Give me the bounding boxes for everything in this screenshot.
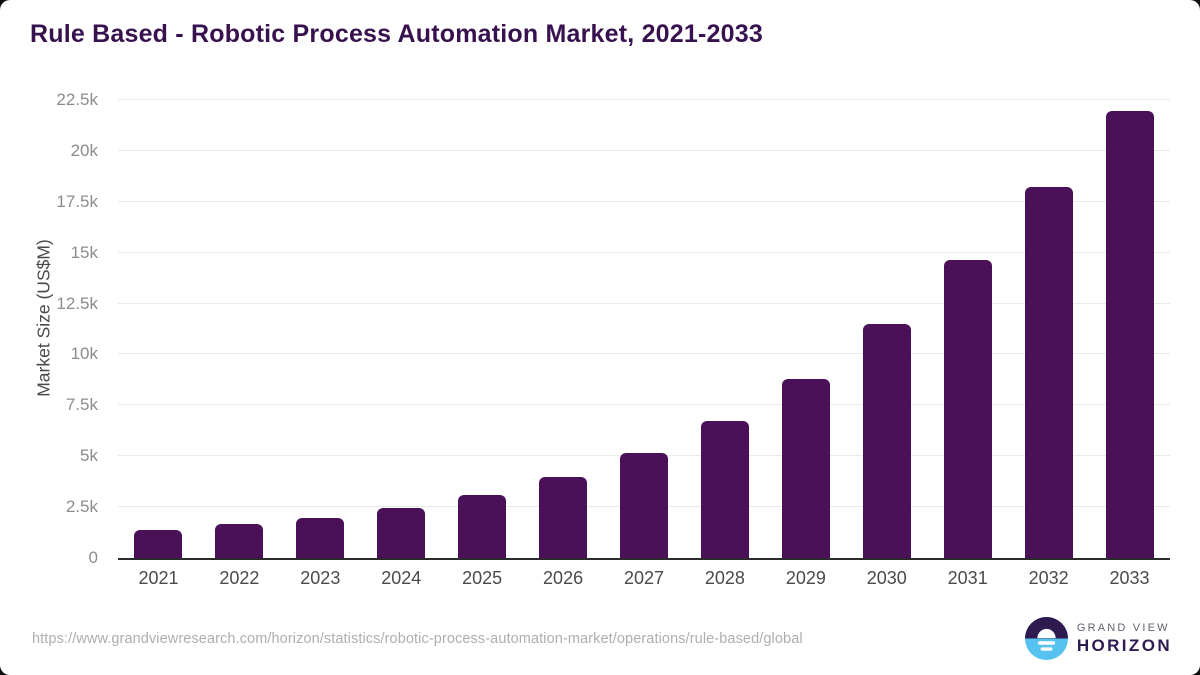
logo-text-grand-view: GRAND VIEW xyxy=(1076,621,1170,634)
y-tick-label-0: 0 xyxy=(88,548,98,567)
x-tick-label-2033: 2033 xyxy=(1109,568,1150,588)
x-tick-label-2023: 2023 xyxy=(300,568,341,588)
bar-slot-2029 xyxy=(765,100,846,558)
y-tick-label-17.5k: 17.5k xyxy=(56,191,98,211)
y-axis-tick-labels: 0 2.5k 5k 7.5k 10k 12.5k 15k 17.5k 20k 22.5k xyxy=(30,90,108,567)
x-tick-label-2025: 2025 xyxy=(462,568,503,588)
bar-slot-2031 xyxy=(927,100,1008,558)
bar-2022[interactable] xyxy=(215,524,264,558)
logo-text-horizon: HORIZON xyxy=(1076,635,1172,655)
bar-slot-2032 xyxy=(1008,100,1089,558)
x-tick-label-2024: 2024 xyxy=(381,568,422,588)
bar-slot-2025 xyxy=(442,100,523,558)
y-tick-label-12.5k: 12.5k xyxy=(56,293,98,313)
bar-slot-2027 xyxy=(604,100,685,558)
x-tick-label-2026: 2026 xyxy=(543,568,584,588)
plot-area xyxy=(118,99,1170,560)
y-tick-label-2.5k: 2.5k xyxy=(65,497,98,517)
bar-series xyxy=(118,100,1170,558)
y-tick-label-10k: 10k xyxy=(70,344,98,364)
x-axis-labels: 2021 2022 2023 2024 2025 2026 2027 2028 2029 2030… xyxy=(118,568,1170,589)
bar-2023[interactable] xyxy=(296,517,345,558)
y-tick-label-15k: 15k xyxy=(70,242,98,262)
chart-title: Rule Based - Robotic Process Automation … xyxy=(30,20,763,48)
gridline-12.5k xyxy=(118,302,1170,304)
gridline-22.5k xyxy=(118,99,1170,100)
bar-2032[interactable] xyxy=(1024,186,1073,558)
x-tick-label-2021: 2021 xyxy=(138,568,179,588)
bar-2030[interactable] xyxy=(862,324,911,558)
gridline-10k xyxy=(118,353,1170,355)
bar-2026[interactable] xyxy=(539,476,588,558)
y-tick-label-7.5k: 7.5k xyxy=(65,395,98,415)
horizon-sunrise-logo-icon xyxy=(1024,617,1068,660)
bar-2033[interactable] xyxy=(1105,111,1154,558)
bar-2031[interactable] xyxy=(943,259,992,558)
gridline-17.5k xyxy=(118,200,1170,202)
x-tick-label-2031: 2031 xyxy=(947,568,988,588)
bar-2029[interactable] xyxy=(781,379,830,558)
logo-text: GRAND VIEW HORIZON xyxy=(1077,622,1172,656)
bar-2025[interactable] xyxy=(458,494,507,558)
gridline-15k xyxy=(118,251,1170,253)
bar-slot-2026 xyxy=(523,100,604,558)
bar-slot-2030 xyxy=(846,100,927,558)
y-tick-label-5k: 5k xyxy=(80,446,98,466)
gridline-20k xyxy=(118,149,1170,151)
bar-slot-2024 xyxy=(361,100,442,558)
x-tick-label-2027: 2027 xyxy=(623,568,665,588)
gridline-7.5k xyxy=(118,404,1170,406)
y-tick-label-20k: 20k xyxy=(70,140,98,160)
bar-2027[interactable] xyxy=(619,453,668,558)
bar-2024[interactable] xyxy=(377,507,426,558)
bar-slot-2023 xyxy=(280,100,361,558)
bar-2028[interactable] xyxy=(700,421,749,558)
bar-slot-2021 xyxy=(118,100,199,558)
source-url: https://www.grandviewresearch.com/horizo… xyxy=(32,631,803,647)
bar-slot-2028 xyxy=(684,100,765,558)
bar-slot-2022 xyxy=(199,100,280,558)
x-tick-label-2028: 2028 xyxy=(704,568,745,588)
x-tick-label-2032: 2032 xyxy=(1028,568,1069,588)
x-tick-label-2022: 2022 xyxy=(219,568,260,588)
x-tick-label-2030: 2030 xyxy=(866,568,907,588)
x-tick-label-2029: 2029 xyxy=(785,568,826,588)
bar-slot-2033 xyxy=(1089,100,1170,558)
bar-2021[interactable] xyxy=(134,530,183,558)
y-tick-label-22.5k: 22.5k xyxy=(56,90,98,109)
grand-view-horizon-logo: GRAND VIEW HORIZON xyxy=(1024,617,1172,660)
